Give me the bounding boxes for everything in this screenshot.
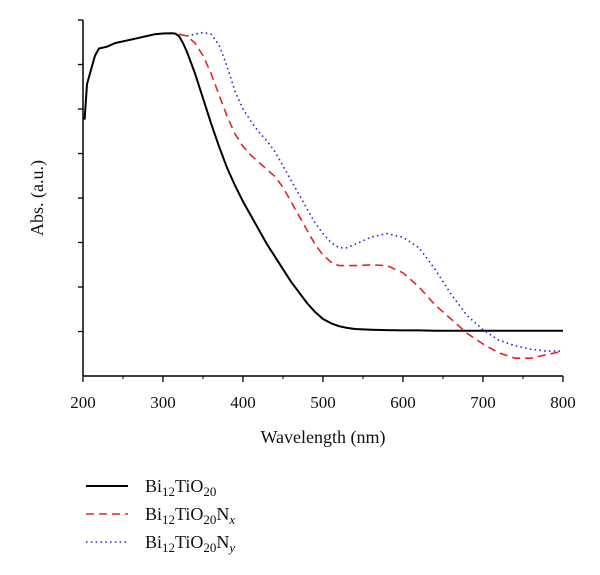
x-tick-label: 700 bbox=[470, 393, 496, 412]
axes: 200 300 400 500 600 700 800 bbox=[70, 19, 576, 412]
x-tick-label: 300 bbox=[150, 393, 176, 412]
x-tick-label: 800 bbox=[550, 393, 576, 412]
series-line-1 bbox=[83, 32, 563, 332]
y-axis-title: Abs. (a.u.) bbox=[27, 160, 48, 236]
series-layer bbox=[83, 31, 564, 360]
x-tick-label: 200 bbox=[70, 393, 96, 412]
legend-label-3: Bi12TiO20Ny bbox=[145, 532, 235, 555]
series-line-2 bbox=[178, 33, 564, 360]
x-tick-label: 500 bbox=[310, 393, 336, 412]
series-line-3 bbox=[186, 31, 563, 352]
legend-label-1: Bi12TiO20 bbox=[145, 476, 216, 499]
legend-label-2: Bi12TiO20Nx bbox=[145, 504, 235, 527]
legend: Bi12TiO20 Bi12TiO20Nx Bi12TiO20Ny bbox=[86, 476, 235, 555]
x-axis-title: Wavelength (nm) bbox=[260, 427, 385, 448]
x-tick-label: 400 bbox=[230, 393, 256, 412]
x-tick-label: 600 bbox=[390, 393, 416, 412]
